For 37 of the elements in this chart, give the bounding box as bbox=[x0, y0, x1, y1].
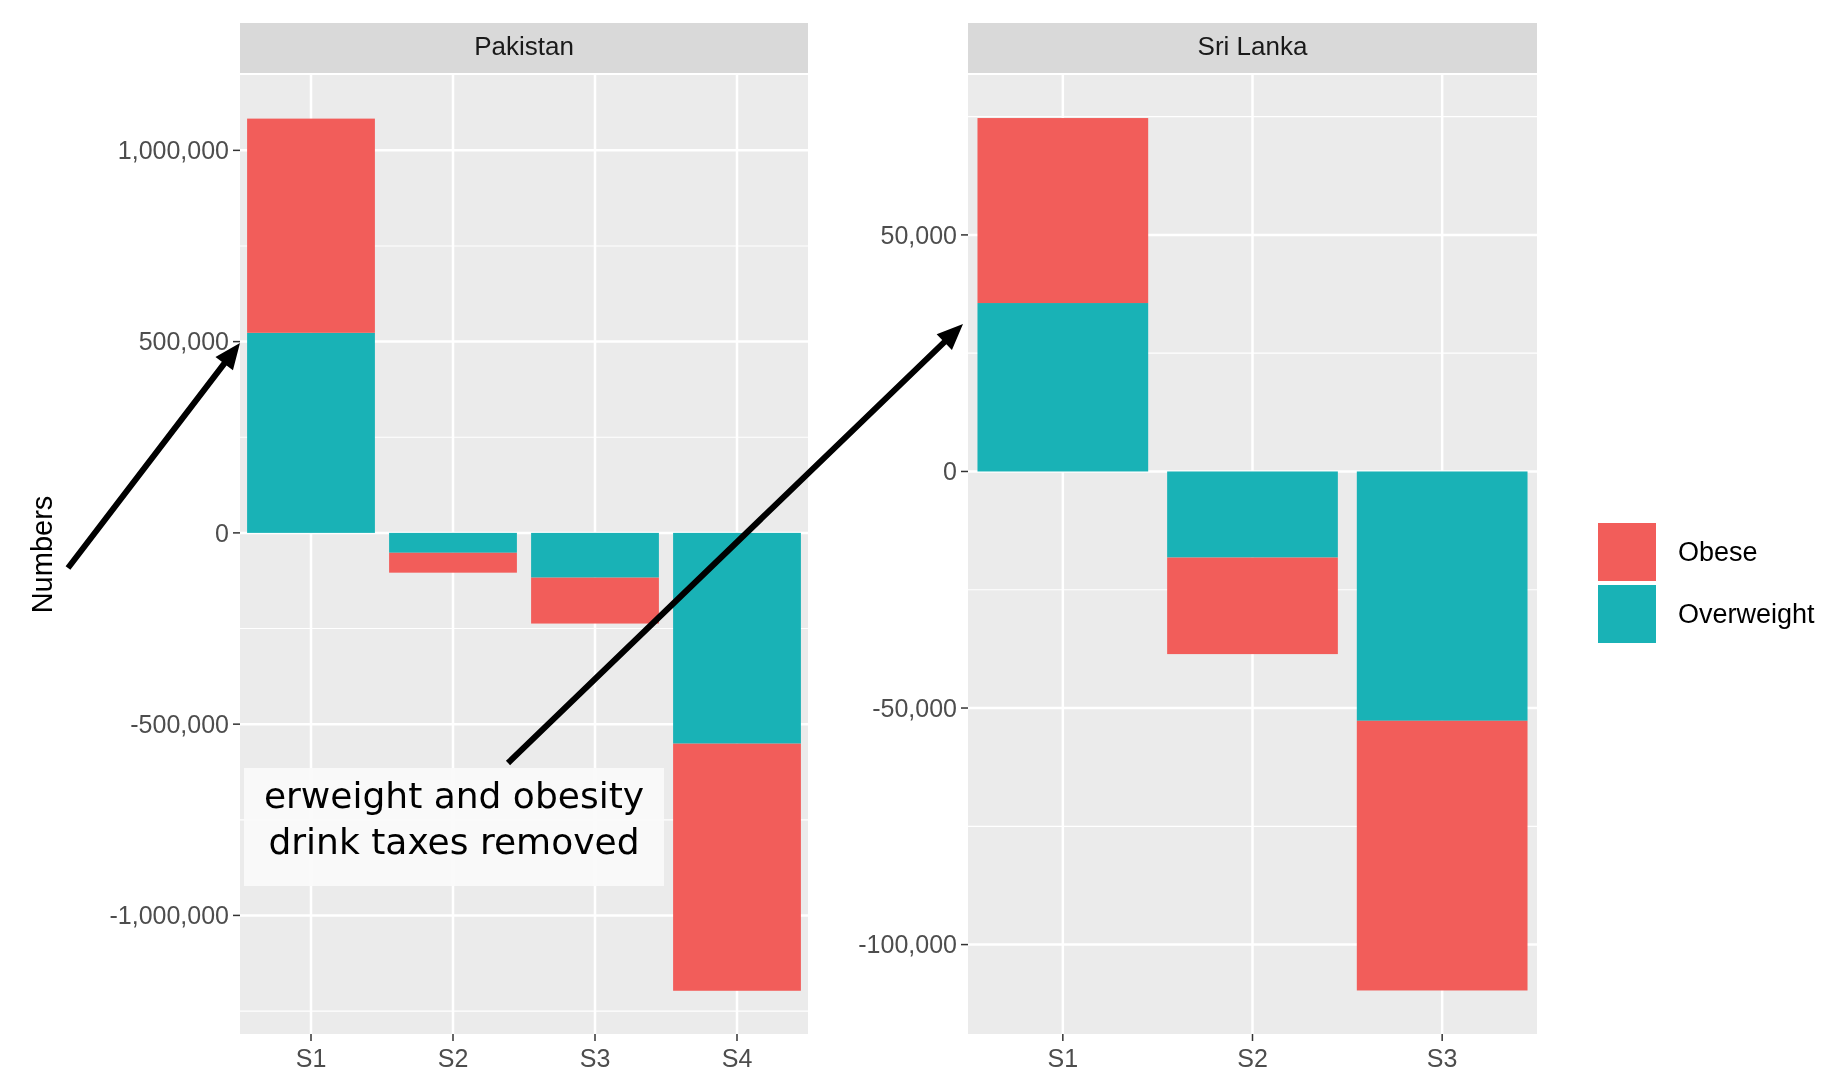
y-tick-label: -500,000 bbox=[130, 709, 229, 738]
legend-label: Obese bbox=[1678, 537, 1758, 568]
x-tick-label: S1 bbox=[1047, 1044, 1079, 1072]
bar bbox=[247, 332, 375, 533]
x-tick-label: S3 bbox=[1426, 1044, 1458, 1072]
x-tick-label: S2 bbox=[437, 1044, 469, 1072]
bar bbox=[673, 532, 801, 744]
y-tick-label: 0 bbox=[215, 518, 229, 547]
bar bbox=[1356, 471, 1528, 721]
x-tick-label: S4 bbox=[721, 1044, 753, 1072]
annotation: erweight and obesity bbox=[263, 775, 645, 816]
y-axis-title: Numbers bbox=[26, 495, 58, 614]
y-tick-label: -1,000,000 bbox=[109, 901, 229, 930]
y-tick-label: -50,000 bbox=[872, 693, 957, 722]
bar bbox=[531, 532, 659, 578]
bar bbox=[247, 118, 375, 333]
bar bbox=[389, 532, 517, 553]
x-tick-label: S3 bbox=[579, 1044, 611, 1072]
chart-title: Sri Lanka bbox=[1197, 31, 1308, 61]
x-tick-label: S2 bbox=[1237, 1044, 1268, 1072]
chart-title: Pakistan bbox=[474, 31, 574, 61]
bar bbox=[1167, 557, 1338, 655]
bar bbox=[1356, 720, 1528, 991]
y-tick-label: 1,000,000 bbox=[117, 136, 229, 165]
bar bbox=[531, 577, 659, 624]
y-tick-label: 500,000 bbox=[138, 327, 229, 356]
y-tick-label: 50,000 bbox=[880, 220, 957, 249]
y-tick-label: -100,000 bbox=[858, 930, 957, 959]
bar bbox=[977, 118, 1149, 304]
bar bbox=[673, 743, 801, 991]
legend-label: Overweight bbox=[1678, 599, 1816, 630]
bar bbox=[977, 303, 1149, 472]
y-tick-label: 0 bbox=[943, 457, 957, 486]
x-tick-label: S1 bbox=[295, 1044, 327, 1072]
annotation: drink taxes removed bbox=[268, 821, 640, 862]
bar bbox=[389, 552, 517, 573]
bar bbox=[1167, 471, 1338, 558]
